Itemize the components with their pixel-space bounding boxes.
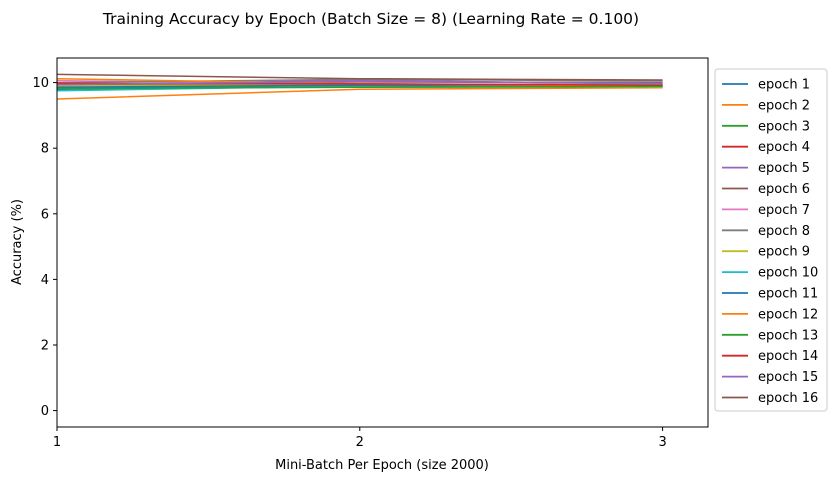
series-line-epoch-2 (56, 87, 663, 100)
y-tick-label: 0 (41, 404, 49, 419)
y-axis-ticks: 0 2 4 6 8 10 (32, 76, 57, 419)
plot-frame (56, 57, 709, 428)
series-line-epoch-13 (56, 85, 663, 90)
legend-label-epoch-12: epoch 12 (758, 307, 818, 322)
x-tick-label: 1 (53, 435, 61, 450)
legend-label-epoch-13: epoch 13 (758, 328, 818, 343)
x-tick-label: 2 (356, 435, 364, 450)
y-tick-label: 6 (41, 207, 49, 222)
y-axis-label: Accuracy (%) (10, 199, 25, 285)
y-tick-label: 8 (41, 142, 49, 157)
legend-label-epoch-9: epoch 9 (758, 245, 810, 260)
legend-label-epoch-16: epoch 16 (758, 391, 818, 406)
legend-label-epoch-4: epoch 4 (758, 140, 810, 155)
legend-label-epoch-11: epoch 11 (758, 287, 818, 302)
y-tick-label: 2 (41, 339, 49, 354)
legend-label-epoch-3: epoch 3 (758, 119, 810, 134)
x-tick-label: 3 (658, 435, 666, 450)
series-line-epoch-15 (56, 80, 663, 86)
legend-label-epoch-10: epoch 10 (758, 266, 818, 281)
legend-label-epoch-5: epoch 5 (758, 161, 810, 176)
legend-label-epoch-2: epoch 2 (758, 98, 810, 113)
legend-box (714, 68, 828, 412)
x-axis-ticks: 1 2 3 (53, 427, 667, 450)
y-tick-label: 10 (32, 76, 49, 91)
legend-label-epoch-8: epoch 8 (758, 224, 810, 239)
legend-label-epoch-14: epoch 14 (758, 349, 818, 364)
legend-label-epoch-7: epoch 7 (758, 203, 810, 218)
x-axis-label: Mini-Batch Per Epoch (size 2000) (275, 458, 489, 473)
series-line-epoch-16 (56, 73, 663, 81)
chart-title: Training Accuracy by Epoch (Batch Size =… (102, 10, 639, 28)
plot-lines (56, 73, 663, 100)
legend: epoch 1 epoch 2 epoch 3 epoch 4 epoch 5 epoch… (714, 68, 828, 412)
legend-label-epoch-6: epoch 6 (758, 182, 810, 197)
y-tick-label: 4 (41, 273, 49, 288)
legend-label-epoch-1: epoch 1 (758, 78, 810, 93)
legend-label-epoch-15: epoch 15 (758, 370, 818, 385)
